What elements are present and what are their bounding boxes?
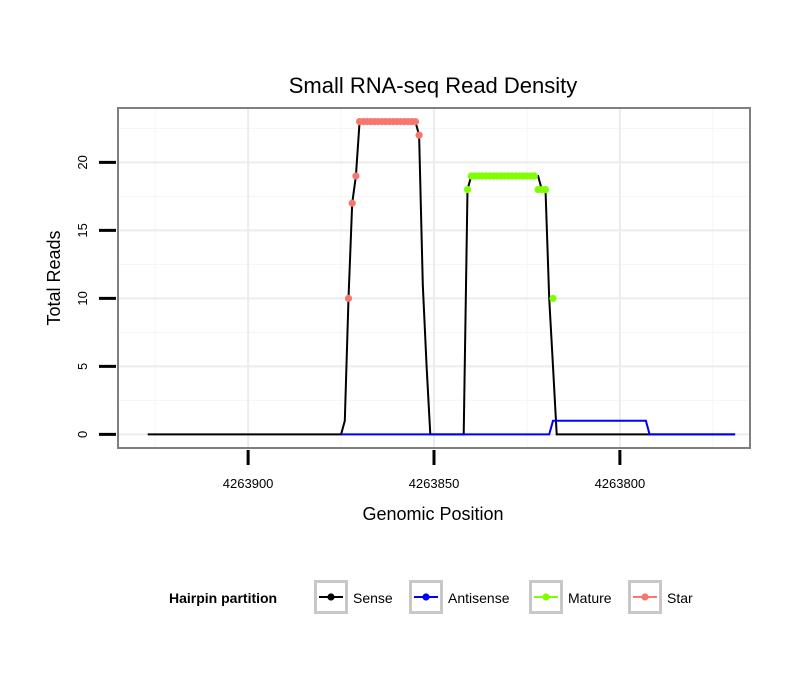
x-axis-title: Genomic Position: [362, 504, 503, 524]
star-point: [348, 199, 356, 207]
series-mature: [463, 172, 557, 302]
panel-border: [117, 107, 751, 449]
y-tick-label: 5: [75, 363, 90, 370]
y-tick-label: 15: [75, 223, 90, 237]
y-axis: 0 5 10 15 20: [75, 155, 116, 438]
series-layer: [147, 118, 736, 436]
legend-title: Hairpin partition: [169, 590, 277, 606]
star-point: [415, 131, 423, 139]
y-tick-label: 10: [75, 291, 90, 305]
mature-point: [541, 186, 550, 194]
legend-items: Sense Antisense Mature Star: [314, 580, 693, 614]
legend-item-star: Star: [628, 580, 693, 614]
legend-key-point: [641, 593, 649, 601]
plot-panel: [117, 107, 751, 449]
legend-item-antisense: Antisense: [409, 580, 510, 614]
chart-title: Small RNA-seq Read Density: [289, 73, 578, 98]
legend-key-point: [542, 593, 550, 601]
y-tick-label: 20: [75, 155, 90, 169]
legend-label: Star: [667, 590, 693, 606]
x-tick-label: 4263900: [223, 476, 274, 491]
star-point: [411, 118, 419, 126]
antisense-line: [341, 419, 736, 436]
legend-label: Antisense: [448, 590, 510, 606]
series-antisense: [341, 419, 736, 436]
legend-item-mature: Mature: [529, 580, 612, 614]
legend-label: Sense: [353, 590, 393, 606]
series-star: [344, 118, 423, 302]
legend-key-point: [422, 593, 430, 601]
y-tick-label: 0: [75, 431, 90, 438]
mature-point: [463, 186, 472, 194]
x-tick-label: 4263800: [595, 476, 646, 491]
legend-item-sense: Sense: [314, 580, 393, 614]
x-axis: 4263900 4263850 4263800: [223, 450, 645, 491]
star-point: [344, 294, 353, 302]
x-tick-label: 4263850: [409, 476, 460, 491]
mature-point: [530, 172, 539, 180]
legend: Hairpin partition Sense Antisense Mature St…: [169, 580, 693, 614]
y-axis-title: Total Reads: [44, 230, 64, 325]
star-point: [352, 172, 360, 180]
gridlines: [118, 108, 750, 448]
mature-point: [549, 294, 557, 302]
legend-label: Mature: [568, 590, 612, 606]
legend-key-point: [327, 593, 335, 601]
